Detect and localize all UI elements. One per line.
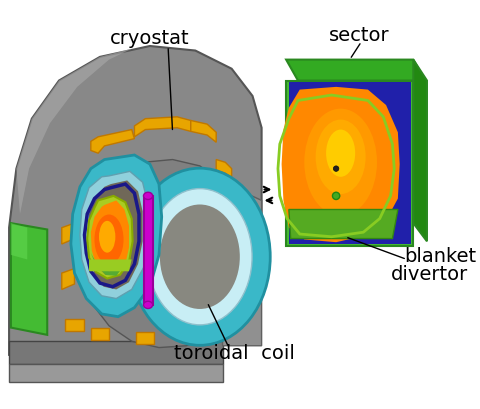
Polygon shape (223, 182, 262, 346)
Ellipse shape (326, 130, 355, 177)
Polygon shape (91, 130, 134, 153)
Ellipse shape (99, 221, 115, 253)
Ellipse shape (316, 119, 366, 194)
Polygon shape (62, 269, 74, 290)
Polygon shape (289, 82, 410, 244)
Polygon shape (191, 121, 216, 142)
Text: divertor: divertor (391, 265, 468, 284)
Text: sector: sector (328, 26, 389, 45)
Polygon shape (144, 196, 153, 305)
Polygon shape (9, 364, 223, 382)
Polygon shape (16, 49, 132, 214)
Polygon shape (71, 155, 162, 317)
Polygon shape (216, 160, 232, 178)
Polygon shape (286, 81, 413, 246)
Ellipse shape (304, 109, 377, 216)
Polygon shape (65, 319, 84, 331)
Polygon shape (282, 87, 400, 242)
Polygon shape (89, 259, 132, 271)
Ellipse shape (293, 95, 388, 236)
Polygon shape (11, 223, 27, 259)
Ellipse shape (130, 168, 270, 345)
Ellipse shape (334, 166, 339, 171)
Polygon shape (177, 328, 195, 339)
Polygon shape (77, 160, 252, 348)
Ellipse shape (144, 192, 153, 200)
Polygon shape (136, 332, 155, 344)
Polygon shape (87, 196, 132, 279)
Ellipse shape (333, 192, 340, 200)
Polygon shape (289, 209, 398, 238)
Polygon shape (80, 171, 148, 299)
Text: toroidal  coil: toroidal coil (174, 344, 295, 362)
Text: blanket: blanket (404, 247, 476, 266)
Polygon shape (286, 60, 425, 81)
Polygon shape (134, 117, 191, 137)
Polygon shape (91, 200, 129, 275)
Polygon shape (62, 223, 74, 244)
Polygon shape (87, 180, 143, 290)
Polygon shape (9, 341, 223, 364)
Polygon shape (207, 314, 223, 326)
Polygon shape (9, 46, 262, 355)
Ellipse shape (148, 189, 252, 325)
Polygon shape (91, 253, 125, 276)
Polygon shape (11, 223, 47, 335)
Polygon shape (413, 60, 427, 241)
Polygon shape (91, 328, 109, 340)
Text: cryostat: cryostat (110, 29, 190, 48)
Ellipse shape (160, 204, 240, 309)
Ellipse shape (95, 214, 123, 265)
Ellipse shape (144, 301, 153, 308)
